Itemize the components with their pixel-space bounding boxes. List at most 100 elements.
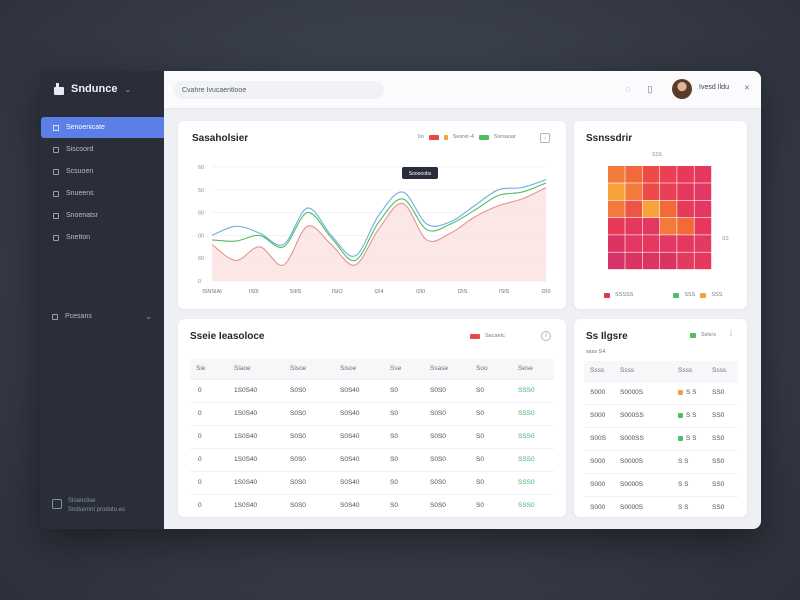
table-cell: S0S0 (290, 470, 340, 494)
column-header[interactable]: Ssss (678, 367, 693, 375)
column-header[interactable]: Sie (196, 365, 206, 373)
heatmap-cell[interactable] (608, 252, 625, 270)
layers-icon (52, 313, 58, 320)
table-cell: S0S40 (340, 424, 390, 448)
column-header[interactable]: Ssss (590, 367, 605, 375)
heatmap-cell[interactable] (677, 166, 694, 183)
side-table-cell: S00S (584, 426, 620, 450)
column-header[interactable]: Sisoe (290, 365, 307, 373)
heatmap-cell[interactable] (659, 166, 677, 183)
sidebar-item-label: Scsuoen (66, 168, 94, 175)
heatmap-cell[interactable] (608, 200, 625, 218)
side-table-cell: SS0 (712, 472, 738, 496)
download-icon[interactable]: ↓ (540, 133, 550, 143)
side-table-row[interactable]: S000 S000SS S S SS0 (584, 403, 738, 427)
heatmap-cell[interactable] (642, 235, 660, 252)
heatmap-cell[interactable] (694, 200, 712, 218)
heatmap-cell[interactable] (625, 200, 642, 218)
heatmap-cell[interactable] (677, 217, 694, 235)
heatmap-card: Ssnssdrir SSS SS SSSSS SSS SSS (574, 121, 747, 309)
heatmap-cell[interactable] (677, 252, 694, 270)
bell-icon[interactable]: ▯ (647, 83, 653, 94)
heatmap-cell[interactable] (694, 252, 712, 270)
search-input[interactable] (182, 86, 352, 94)
sidebar-item-3[interactable]: Scsuoen (41, 161, 164, 182)
table-cell: SSS0 (518, 424, 554, 448)
heatmap-cell[interactable] (642, 183, 660, 200)
help-icon[interactable]: ◌ (625, 84, 631, 94)
sidebar-item-1[interactable]: Senoenicate (41, 117, 164, 138)
column-header[interactable]: Ssss (620, 367, 635, 375)
side-table-card: Ss Ilgsre ssss S4 Sslsrs ⁞ Ssss Ssss Sss… (574, 319, 747, 519)
table-cell: S0S40 (340, 401, 390, 425)
table-cell: S0S0 (430, 424, 476, 448)
heatmap-cell[interactable] (642, 166, 660, 183)
heatmap-cell[interactable] (642, 217, 660, 235)
sidebar-item-2[interactable]: Siscoord (41, 139, 164, 160)
column-header[interactable]: Siaoe (234, 365, 251, 373)
column-header[interactable]: Sse (390, 365, 402, 373)
table-title: Sseie Ieasoloce (190, 331, 265, 342)
avatar[interactable] (672, 79, 692, 99)
table-row[interactable]: 0 1S0S40 S0S0 S0S40 S0 S0S0 S0 SSS0 (190, 401, 554, 425)
sidebar-item-label: Snueens (66, 190, 94, 197)
table-row[interactable]: 0 1S0S40 S0S0 S0S40 S0 S0S0 S0 SSS0 (190, 470, 554, 494)
heatmap-cell[interactable] (659, 235, 677, 252)
heatmap-cell[interactable] (677, 200, 694, 218)
heatmap-cell[interactable] (659, 252, 677, 270)
heatmap-cell[interactable] (694, 235, 712, 252)
heatmap-cell[interactable] (625, 252, 642, 270)
heatmap-cell[interactable] (694, 183, 712, 200)
heatmap-cell[interactable] (608, 183, 625, 200)
sidebar-section[interactable]: Pcesans ⌄ (52, 312, 152, 321)
brand[interactable]: Sndunce ⌄ (54, 83, 131, 95)
side-table-value: S S (678, 504, 689, 512)
heatmap-cell[interactable] (608, 217, 625, 235)
side-table-row[interactable]: S000 S0000S S S SS0 (584, 495, 738, 519)
heatmap-cell[interactable] (608, 166, 625, 183)
sidebar-item-6[interactable]: Snetton (41, 227, 164, 248)
column-header[interactable]: Ssss (712, 367, 727, 375)
heatmap-cell[interactable] (625, 235, 642, 252)
side-table-row[interactable]: S00S S000SS S S SS0 (584, 426, 738, 450)
sidebar-item-4[interactable]: Snueens (41, 183, 164, 204)
heatmap-cell[interactable] (677, 183, 694, 200)
side-table-cell: S S (678, 472, 712, 496)
side-table-value: S S (686, 435, 697, 442)
heatmap-cell[interactable] (642, 200, 660, 218)
legend-label: SSSSS (615, 292, 634, 298)
sidebar-item-5[interactable]: Snoenatsr (41, 205, 164, 226)
sidebar-footer[interactable]: Sloanclise Sndsemnt prodoto.es (52, 497, 125, 515)
heatmap-cell[interactable] (694, 217, 712, 235)
heatmap-cell[interactable] (625, 183, 642, 200)
heatmap-cell[interactable] (625, 217, 642, 235)
user-name[interactable]: Ivesd Ildu (699, 84, 729, 91)
document-icon (53, 168, 59, 175)
heatmap-cell[interactable] (642, 252, 660, 270)
more-icon[interactable]: ⁞ (730, 331, 732, 338)
table-row[interactable]: 0 1S0S40 S0S0 S0S40 S0 S0S0 S0 SSS0 (190, 378, 554, 402)
heatmap (608, 166, 712, 270)
table-row[interactable]: 0 1S0S40 S0S0 S0S40 S0 S0S0 S0 SSS0 (190, 493, 554, 517)
heatmap-cell[interactable] (659, 217, 677, 235)
table-cell: S0S0 (430, 401, 476, 425)
side-table-row[interactable]: S000 S0000S S S SS0 (584, 449, 738, 473)
heatmap-cell[interactable] (694, 166, 712, 183)
heatmap-cell[interactable] (677, 235, 694, 252)
info-icon[interactable]: i (541, 331, 551, 341)
column-header[interactable]: Ssase (430, 365, 449, 373)
heatmap-cell[interactable] (659, 183, 677, 200)
table-row[interactable]: 0 1S0S40 S0S0 S0S40 S0 S0S0 S0 SSS0 (190, 424, 554, 448)
search-box[interactable] (174, 81, 384, 99)
close-icon[interactable]: ✕ (744, 85, 750, 92)
table-row[interactable]: 0 1S0S40 S0S0 S0S40 S0 S0S0 S0 SSS0 (190, 447, 554, 471)
column-header[interactable]: Sese (518, 365, 533, 373)
table-cell: S0S40 (340, 378, 390, 402)
column-header[interactable]: Sisoe (340, 365, 357, 373)
side-table-row[interactable]: S000 S0000S S S SS0 (584, 472, 738, 496)
side-table-row[interactable]: S000 S0000S S S SS0 (584, 380, 738, 404)
column-header[interactable]: Soo (476, 365, 488, 373)
heatmap-cell[interactable] (659, 200, 677, 218)
heatmap-cell[interactable] (608, 235, 625, 252)
heatmap-cell[interactable] (625, 166, 642, 183)
